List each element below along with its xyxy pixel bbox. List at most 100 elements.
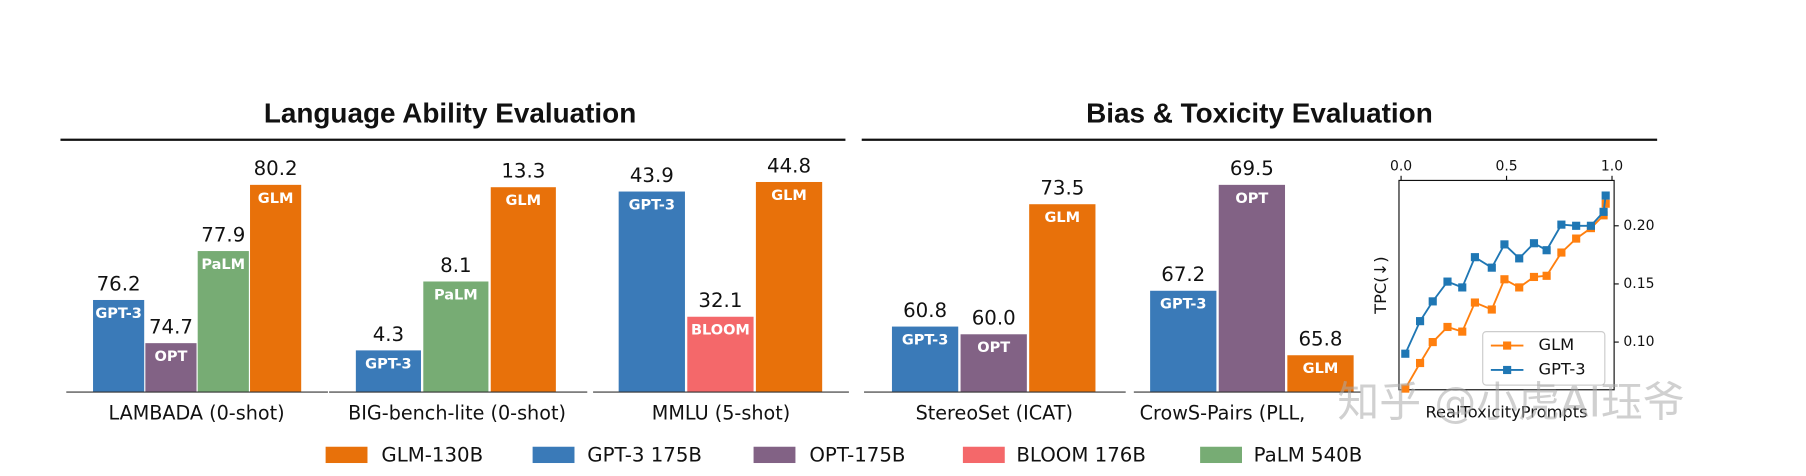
bar xyxy=(1218,184,1286,393)
bar-label: PaLM xyxy=(201,257,245,273)
y-axis-label: TPC(↓) xyxy=(1371,256,1390,314)
point xyxy=(1500,275,1509,284)
point xyxy=(1601,191,1610,200)
bar xyxy=(355,350,421,393)
value-label: 4.3 xyxy=(373,323,404,346)
value-label: 65.8 xyxy=(1298,328,1342,351)
series-line xyxy=(1404,203,1607,390)
x-tick-label: 1.0 xyxy=(1601,158,1623,174)
point xyxy=(1458,283,1467,292)
bar xyxy=(755,181,823,393)
legend-label: BLOOM 176B xyxy=(1016,444,1146,467)
point xyxy=(1443,322,1452,332)
point xyxy=(1601,199,1610,208)
bar-label: GPT-3 xyxy=(629,197,675,213)
legend-swatch xyxy=(532,446,575,464)
bar xyxy=(145,343,197,393)
value-label: 73.5 xyxy=(1040,177,1084,200)
bar-label: OPT xyxy=(1235,191,1268,207)
value-label: 60.0 xyxy=(972,307,1016,330)
value-label: 77.9 xyxy=(201,223,245,246)
legend-label: GLM-130B xyxy=(381,444,483,467)
point xyxy=(1470,253,1479,262)
x-tick-label: 0.0 xyxy=(1390,158,1412,174)
bar-label: GPT-3 xyxy=(1160,297,1206,313)
point xyxy=(1529,272,1539,282)
watermark: 知乎 @小虎AI珏爷 xyxy=(1337,377,1684,426)
x-axis-label: StereoSet (ICAT) xyxy=(916,402,1073,425)
point xyxy=(1542,271,1551,280)
point xyxy=(1572,221,1581,230)
legend-marker xyxy=(1503,341,1512,350)
value-label: 69.5 xyxy=(1230,157,1274,180)
point xyxy=(1529,239,1539,248)
point xyxy=(1428,338,1437,347)
y-tick-label: 0.10 xyxy=(1623,334,1654,350)
legend-label: PaLM 540B xyxy=(1254,444,1363,467)
bar-label: GLM xyxy=(771,188,807,204)
value-label: 76.2 xyxy=(97,272,141,295)
point xyxy=(1487,305,1496,314)
x-axis-label: RealToxicityPrompts xyxy=(1425,403,1587,422)
point xyxy=(1470,298,1479,307)
point xyxy=(1416,358,1425,368)
legend-label: GLM xyxy=(1539,335,1575,354)
bar-label: GLM xyxy=(1045,210,1081,226)
bar-label: BLOOM xyxy=(691,323,750,339)
series-line xyxy=(1404,195,1607,355)
bar-label: GLM xyxy=(258,191,294,207)
legend-swatch xyxy=(753,446,796,464)
legend-label: GPT-3 xyxy=(1539,359,1586,378)
value-label: 80.2 xyxy=(254,157,298,180)
value-label: 44.8 xyxy=(767,154,811,177)
point xyxy=(1557,248,1566,257)
bar-label: OPT xyxy=(977,340,1010,356)
point xyxy=(1401,384,1410,393)
bar-label: PaLM xyxy=(434,287,478,303)
point xyxy=(1487,263,1496,272)
legend-swatch xyxy=(962,446,1005,464)
point xyxy=(1443,277,1452,286)
bar-label: GPT-3 xyxy=(902,333,948,349)
section-title: Language Ability Evaluation xyxy=(264,98,636,129)
legend-label: OPT-175B xyxy=(809,444,905,467)
bar xyxy=(197,251,249,393)
point xyxy=(1572,234,1581,243)
bar xyxy=(490,187,556,393)
bar xyxy=(1150,290,1217,393)
point xyxy=(1542,246,1551,255)
point xyxy=(1428,297,1437,306)
value-label: 8.1 xyxy=(440,254,471,277)
value-label: 43.9 xyxy=(630,164,674,187)
y-tick-label: 0.15 xyxy=(1623,276,1654,292)
legend-swatch xyxy=(325,446,368,464)
value-label: 13.3 xyxy=(501,160,545,183)
bar-label: GLM xyxy=(506,193,542,209)
bar-label: GLM xyxy=(1303,361,1339,377)
value-label: 74.7 xyxy=(149,316,193,339)
point xyxy=(1458,327,1467,336)
point xyxy=(1401,349,1410,358)
bar-label: OPT xyxy=(155,349,188,365)
x-axis-label: MMLU (5-shot) xyxy=(652,402,790,425)
point xyxy=(1515,254,1524,263)
bar xyxy=(960,334,1027,393)
bar xyxy=(1287,355,1354,393)
section-title: Bias & Toxicity Evaluation xyxy=(1086,98,1433,129)
bar xyxy=(687,316,754,393)
x-axis-label: CrowS-Pairs (PLL, xyxy=(1140,402,1306,425)
x-axis-label: LAMBADA (0-shot) xyxy=(108,402,284,425)
x-tick-label: 0.5 xyxy=(1495,158,1517,174)
point xyxy=(1416,317,1425,326)
value-label: 60.8 xyxy=(903,299,947,322)
legend-swatch xyxy=(1200,446,1242,464)
bar-label: GPT-3 xyxy=(95,306,141,322)
y-tick-label: 0.20 xyxy=(1623,218,1654,234)
legend-label: GPT-3 175B xyxy=(587,444,702,467)
point xyxy=(1586,221,1595,230)
point xyxy=(1599,207,1608,216)
bar xyxy=(1029,204,1096,393)
bar xyxy=(891,326,959,393)
point xyxy=(1500,240,1509,249)
